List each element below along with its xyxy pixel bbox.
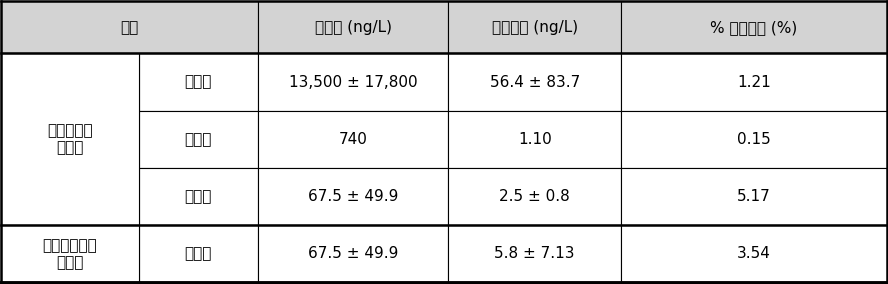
FancyBboxPatch shape <box>2 53 139 225</box>
FancyBboxPatch shape <box>139 225 258 283</box>
Text: 생활계폐기물
매립지: 생활계폐기물 매립지 <box>43 238 98 270</box>
FancyBboxPatch shape <box>139 111 258 168</box>
Text: 13,500 ± 17,800: 13,500 ± 17,800 <box>289 75 417 89</box>
FancyBboxPatch shape <box>448 53 621 111</box>
FancyBboxPatch shape <box>448 225 621 283</box>
Text: 5.17: 5.17 <box>737 189 771 204</box>
Text: 67.5 ± 49.9: 67.5 ± 49.9 <box>308 189 399 204</box>
Text: 침출수: 침출수 <box>185 75 212 89</box>
FancyBboxPatch shape <box>258 53 448 111</box>
Text: 구분: 구분 <box>121 20 139 35</box>
FancyBboxPatch shape <box>621 53 886 111</box>
FancyBboxPatch shape <box>139 168 258 225</box>
FancyBboxPatch shape <box>2 1 258 53</box>
Text: 2.5 ± 0.8: 2.5 ± 0.8 <box>499 189 570 204</box>
FancyBboxPatch shape <box>258 225 448 283</box>
Text: 740: 740 <box>339 132 368 147</box>
FancyBboxPatch shape <box>448 111 621 168</box>
Text: 0.15: 0.15 <box>737 132 771 147</box>
Text: 침출수: 침출수 <box>185 247 212 262</box>
FancyBboxPatch shape <box>258 111 448 168</box>
FancyBboxPatch shape <box>621 225 886 283</box>
FancyBboxPatch shape <box>258 168 448 225</box>
FancyBboxPatch shape <box>2 225 139 283</box>
Text: 1.21: 1.21 <box>737 75 771 89</box>
FancyBboxPatch shape <box>448 168 621 225</box>
FancyBboxPatch shape <box>621 1 886 53</box>
FancyBboxPatch shape <box>621 111 886 168</box>
Text: 지하수: 지하수 <box>185 189 212 204</box>
Text: 67.5 ± 49.9: 67.5 ± 49.9 <box>308 247 399 262</box>
Text: 5.8 ± 7.13: 5.8 ± 7.13 <box>495 247 575 262</box>
Text: 56.4 ± 83.7: 56.4 ± 83.7 <box>489 75 580 89</box>
Text: 지정폐기물
매립지: 지정폐기물 매립지 <box>47 123 93 156</box>
Text: 1.10: 1.10 <box>518 132 551 147</box>
Text: % 메틸수은 (%): % 메틸수은 (%) <box>710 20 797 35</box>
Text: 총수은 (ng/L): 총수은 (ng/L) <box>314 20 392 35</box>
Text: 메틸수은 (ng/L): 메틸수은 (ng/L) <box>492 20 578 35</box>
FancyBboxPatch shape <box>258 1 448 53</box>
FancyBboxPatch shape <box>139 53 258 111</box>
Text: 방류수: 방류수 <box>185 132 212 147</box>
FancyBboxPatch shape <box>448 1 621 53</box>
FancyBboxPatch shape <box>621 168 886 225</box>
Text: 3.54: 3.54 <box>737 247 771 262</box>
